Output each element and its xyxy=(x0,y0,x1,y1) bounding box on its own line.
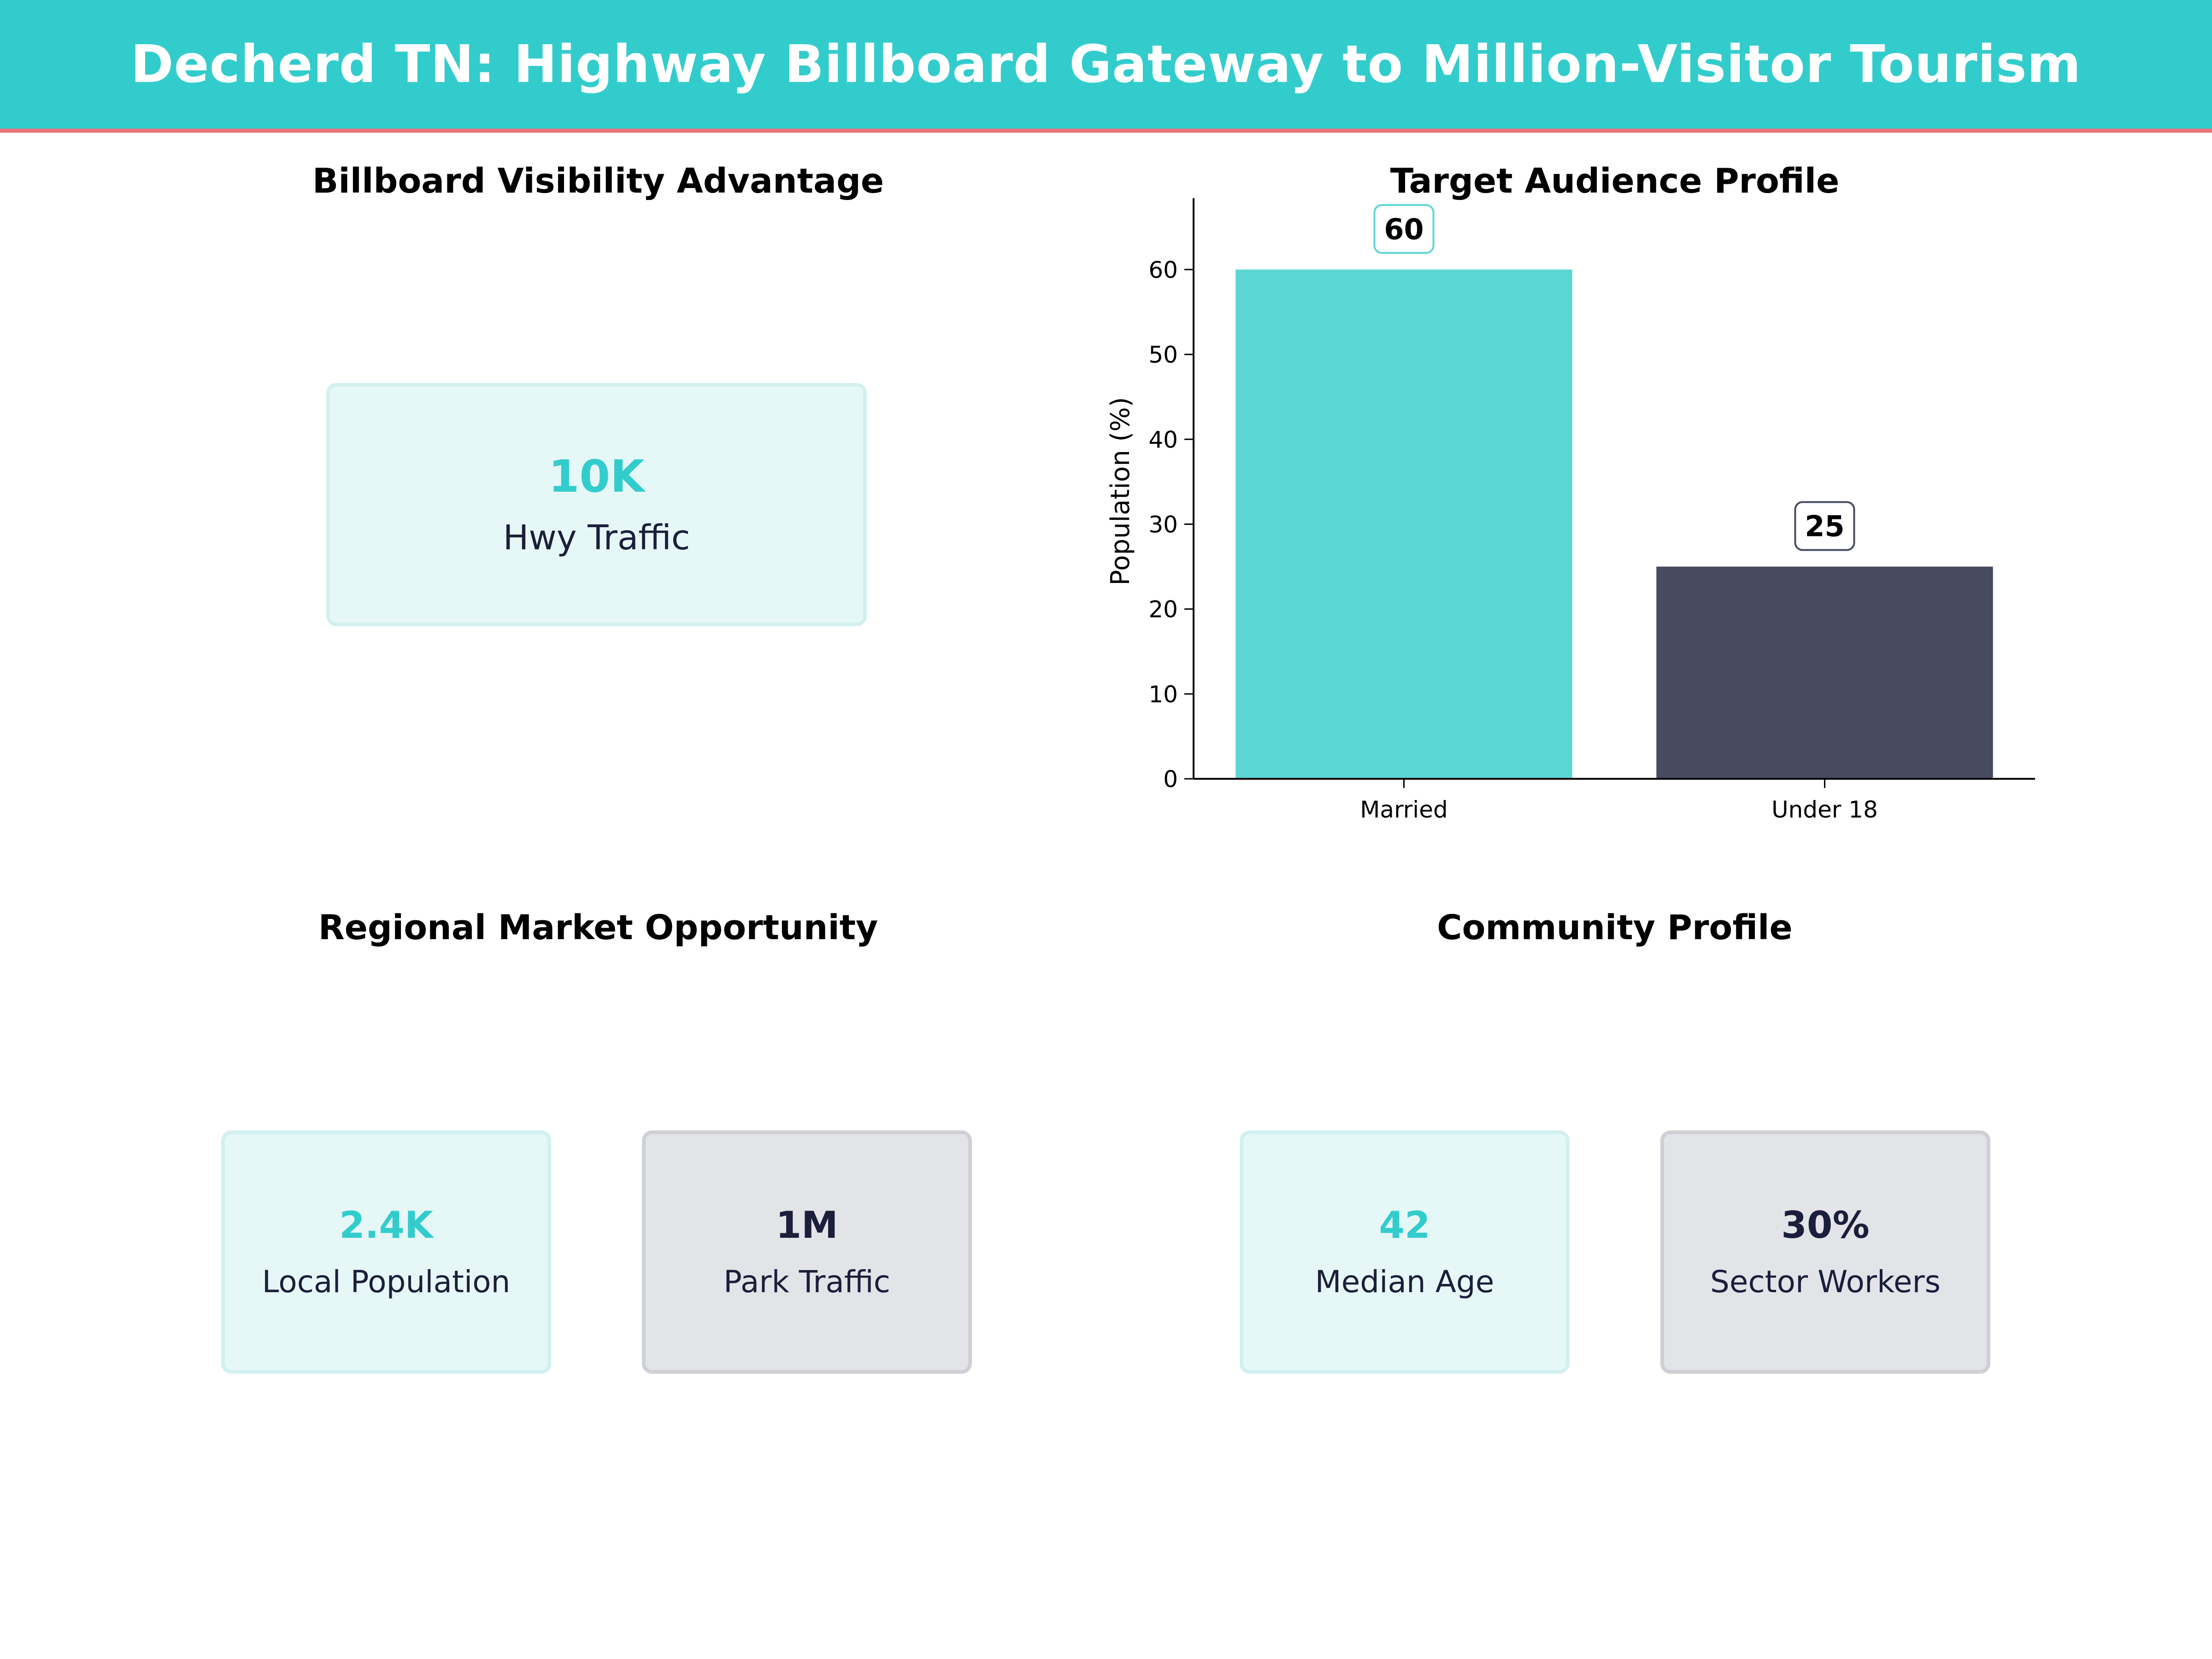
y-tick-label: 30 xyxy=(1148,511,1178,538)
regional-panel-title: Regional Market Opportunity xyxy=(318,908,878,947)
audience-panel-title: Target Audience Profile xyxy=(1390,161,1840,201)
park-traffic-value: 1M xyxy=(776,1204,838,1247)
value-label-box xyxy=(1373,204,1435,254)
value-label: 60 xyxy=(1384,212,1424,246)
x-tick-label: Under 18 xyxy=(1771,796,1878,823)
hwy-traffic-label: Hwy Traffic xyxy=(503,518,690,558)
page-title: Decherd TN: Highway Billboard Gateway to… xyxy=(130,34,2082,94)
y-tick-label: 10 xyxy=(1148,681,1178,708)
y-tick-label: 50 xyxy=(1148,341,1178,368)
y-tick-label: 20 xyxy=(1148,596,1178,623)
hwy-traffic-value: 10K xyxy=(548,451,645,502)
local-population-value: 2.4K xyxy=(339,1204,433,1247)
community-panel-title: Community Profile xyxy=(1437,908,1793,947)
header-banner: Decherd TN: Highway Billboard Gateway to… xyxy=(0,0,2212,133)
visibility-panel-title: Billboard Visibility Advantage xyxy=(312,161,884,201)
hwy-traffic-card: 10K Hwy Traffic xyxy=(326,383,867,626)
sector-workers-value: 30% xyxy=(1781,1204,1870,1247)
value-label: 25 xyxy=(1805,510,1844,543)
median-age-label: Median Age xyxy=(1315,1264,1494,1300)
y-tick-label: 60 xyxy=(1148,257,1178,283)
value-label-box xyxy=(1794,501,1855,551)
sector-workers-card: 30% Sector Workers xyxy=(1660,1130,1990,1374)
park-traffic-card: 1M Park Traffic xyxy=(642,1130,972,1374)
x-tick-label: Married xyxy=(1360,796,1447,823)
median-age-value: 42 xyxy=(1379,1204,1430,1247)
sector-workers-label: Sector Workers xyxy=(1710,1264,1941,1300)
target-audience-bar-chart: 0 10 20 30 40 50 60 Married Under 18 Population (… xyxy=(1106,198,2035,823)
bar xyxy=(1235,269,1572,779)
y-axis-label: Population (%) xyxy=(1106,397,1135,586)
y-tick-label: 40 xyxy=(1148,426,1178,453)
local-population-label: Local Population xyxy=(262,1264,511,1300)
median-age-card: 42 Median Age xyxy=(1240,1130,1570,1374)
local-population-card: 2.4K Local Population xyxy=(221,1130,551,1374)
y-tick-label: 0 xyxy=(1163,766,1178,793)
park-traffic-label: Park Traffic xyxy=(724,1264,890,1300)
bar xyxy=(1656,566,1993,779)
